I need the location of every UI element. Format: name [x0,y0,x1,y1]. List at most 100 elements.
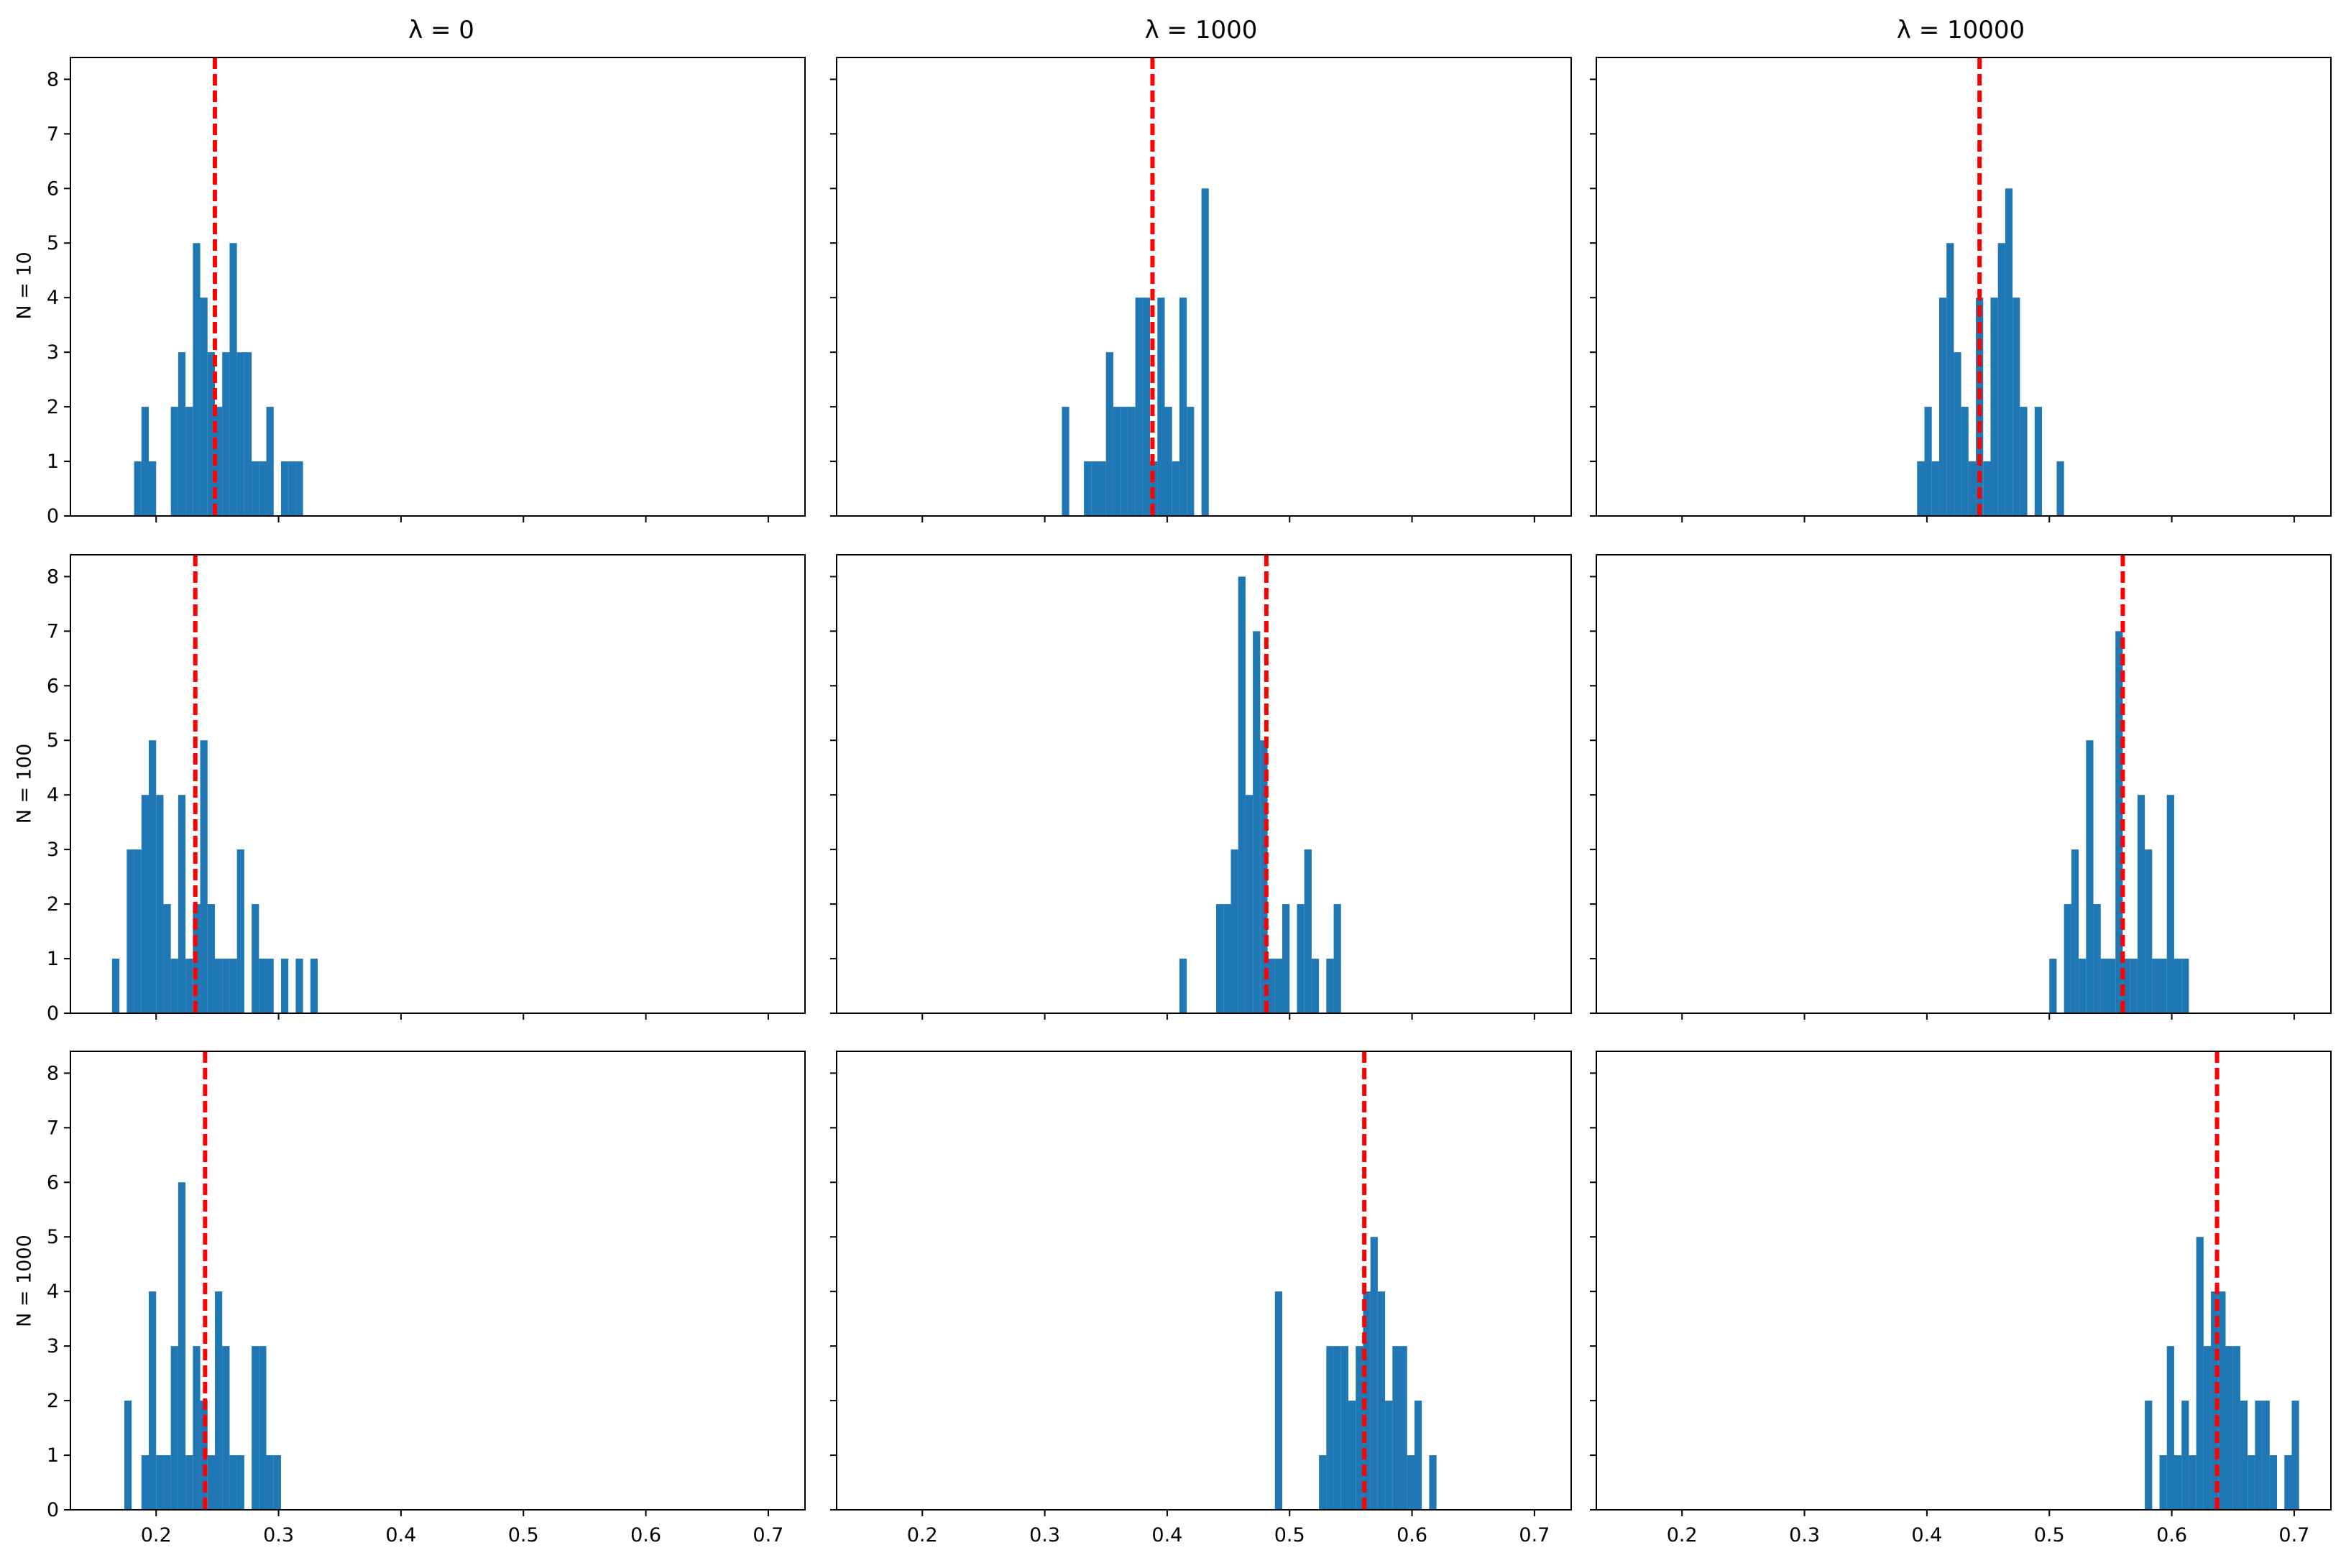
histogram-bar [1238,576,1246,1013]
histogram-bar [2196,1237,2204,1510]
histogram-bar [1084,461,1092,516]
histogram-bar [1216,904,1224,1013]
histogram-bar [1990,298,1998,516]
histogram-bar [2166,1346,2174,1510]
y-tick-label: 8 [47,68,59,91]
histogram-bar [156,795,164,1013]
histogram-bar [1201,188,1209,516]
y-tick-label: 5 [47,1226,59,1248]
x-tick-label: 0.4 [1911,1524,1942,1546]
histogram-bar [1356,1346,1363,1510]
histogram-bar [1253,631,1261,1013]
histogram-bar [259,461,267,516]
y-tick-label: 2 [47,893,59,916]
histogram-bar [2189,1455,2196,1510]
histogram-bar [1121,407,1128,516]
histogram-bar [2174,959,2182,1013]
histogram-bar [266,407,274,516]
histogram-panel: 0.2 0.3 0.4 0.5 0.6 0.7 [830,1051,1572,1546]
x-tick-label: 0.5 [1274,1524,1305,1546]
histogram-bar [1260,740,1268,1013]
histogram-bar [149,740,157,1013]
histogram-bar [1274,959,1283,1013]
axes-frame [1596,57,2332,517]
y-tick-label: 7 [47,123,59,145]
histogram-bar [1931,461,1939,516]
histogram-bar [185,407,193,516]
histogram-bar [1187,407,1195,516]
histogram-bar [1297,904,1305,1013]
histogram-bar [111,959,120,1013]
histogram-bar [1311,959,1320,1013]
y-tick-label: 4 [47,784,59,806]
histogram-bar [1333,1346,1341,1510]
histogram-bar [222,1346,230,1510]
histogram-bar [1399,1346,1407,1510]
histogram-bar [236,352,244,516]
histogram-bar [1414,1401,1422,1510]
x-tick-label: 0.2 [141,1524,172,1546]
histogram-bar [266,959,274,1013]
histogram-bar [229,1455,237,1510]
histogram-bar [185,1455,193,1510]
row-label: N = 10 [13,252,36,320]
histogram-bar [1392,1346,1400,1510]
y-tick-label: 6 [47,1171,59,1194]
histogram-bar [259,959,267,1013]
y-tick-label: 0 [47,1002,59,1025]
histogram-bar [259,1346,267,1510]
histogram-bar [1363,1291,1371,1510]
histogram-bar [1954,352,1961,516]
y-tick-label: 6 [47,177,59,200]
histogram-panel [1590,57,2332,522]
column-title: λ = 10000 [1896,16,2025,45]
y-tick-label: 3 [47,839,59,861]
histogram-bar [2225,1346,2233,1510]
histogram-bar [310,959,318,1013]
histogram-bar [214,407,223,516]
histogram-bar [222,352,230,516]
histogram-bar [1179,959,1187,1013]
histogram-bar [185,959,193,1013]
histogram-bar [2203,1346,2212,1510]
histogram-bar [1340,1346,1348,1510]
histogram-bar [2269,1455,2278,1510]
histogram-bar [1429,1455,1437,1510]
x-tick-label: 0.2 [1667,1524,1698,1546]
histogram-bar [207,1455,215,1510]
axes-frame [70,554,806,1014]
histogram-bar [141,407,150,516]
y-tick-label: 2 [47,396,59,418]
histogram-bar [2145,1401,2153,1510]
histogram-bar [2174,1455,2182,1510]
histogram-bar [1938,298,1947,516]
histogram-bar [252,461,259,516]
histogram-bar [273,1455,281,1510]
histogram-bar [252,904,259,1013]
histogram-bar [1924,407,1932,516]
x-tick-label: 0.5 [2034,1524,2065,1546]
histogram-bar [1105,352,1113,516]
histogram-panel [830,554,1572,1020]
x-tick-label: 0.6 [2156,1524,2187,1546]
histogram-bar [1304,849,1312,1013]
x-tick-label: 0.2 [907,1524,938,1546]
histogram-bar [252,1346,259,1510]
histogram-bar [1274,1291,1283,1510]
histogram-bar [2181,959,2189,1013]
histogram-bar [178,352,186,516]
histogram-bar [163,904,171,1013]
column-title: λ = 1000 [1144,16,1258,45]
histogram-bar [236,849,244,1013]
histogram-bar [2020,407,2028,516]
histogram-bar [222,959,230,1013]
histogram-bar [1326,959,1334,1013]
histogram-bar [178,1182,186,1510]
y-tick-label: 1 [47,1444,59,1467]
histogram-bar [193,243,201,516]
histogram-bar [1098,461,1106,516]
histogram-bar [1245,795,1254,1013]
histogram-bar [1348,1401,1356,1510]
